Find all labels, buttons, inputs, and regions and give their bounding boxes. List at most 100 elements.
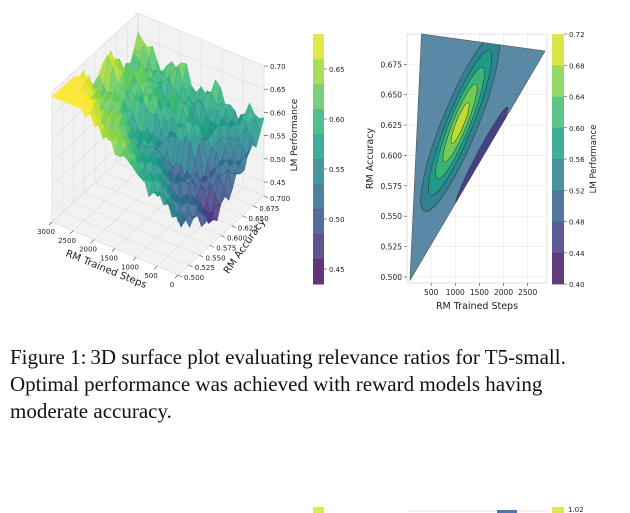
z-tick-label: 0.70 (270, 63, 286, 71)
colorbar-swatch (313, 34, 324, 60)
colorbar-tick-label: 0.60 (329, 116, 345, 124)
gridline (62, 82, 189, 266)
colorbar-swatch (552, 190, 564, 222)
y-tick (263, 195, 269, 199)
y-axis-label: RM Accuracy (365, 128, 376, 190)
x-tick-label: 2500 (58, 237, 76, 245)
y-tick (242, 215, 247, 219)
colorbar-swatch (313, 184, 324, 210)
z-tick-label: 0.60 (270, 109, 286, 117)
colorbar-tick-label: 0.50 (329, 216, 345, 224)
colorbar-tick-label: 0.44 (569, 250, 585, 258)
colorbar-swatch (313, 234, 324, 260)
colorbar-tick-label: 0.48 (569, 219, 585, 227)
colorbar-tick-label: 0.60 (569, 125, 585, 133)
colorbar-swatch (313, 159, 324, 185)
y-tick-label: 0.525 (381, 243, 403, 252)
y-tick-label: 0.575 (381, 182, 403, 191)
colorbar-swatch (552, 34, 564, 66)
y-tick-label: 0.700 (270, 195, 290, 203)
contour-chart: 500 1000 1500 2000 2500 0.500 0.525 0.550 0.575 0… (365, 33, 548, 312)
y-tick-label: 0.650 (249, 215, 269, 223)
surface-patch (173, 202, 183, 224)
colorbar-swatch (552, 159, 564, 191)
next-colorbar-tick-label: 1.02 (568, 506, 584, 513)
z-axis-label: LM Performance (290, 98, 300, 171)
y-tick-label: 0.625 (238, 225, 258, 233)
y-tick (253, 205, 258, 209)
x-tick (69, 230, 74, 235)
x-tick-label: 2000 (79, 246, 97, 254)
y-tick-label: 0.550 (206, 254, 226, 262)
x-tick (90, 239, 95, 243)
z-tick-label: 0.45 (270, 179, 286, 187)
gridline (51, 12, 265, 93)
caption-text: 3D surface plot evaluating relevance rat… (10, 345, 566, 423)
figure-label: Figure 1: (10, 345, 87, 369)
x-tick-label: 1000 (121, 263, 139, 271)
y-tick (199, 254, 204, 258)
y-tick-label: 0.675 (259, 205, 279, 213)
x-tick-label: 1500 (100, 255, 118, 263)
z-tick-label: 0.65 (270, 86, 286, 94)
x-tick-label: 2000 (494, 288, 513, 297)
colorbar-tick-label: 0.52 (569, 187, 585, 195)
x-tick (132, 257, 137, 261)
colorbar-tick-label: 0.65 (329, 66, 345, 74)
y-tick-label: 0.525 (195, 264, 215, 272)
x-tick-label: 500 (144, 272, 157, 280)
y-tick-label: 0.625 (381, 121, 403, 130)
colorbar-tick-label: 0.64 (569, 94, 585, 102)
x-axis-label: RM Trained Steps (436, 301, 518, 312)
surface-3d-chart: 0.45 0.50 0.55 0.60 0.65 0.70 LM Performance 0.… (37, 12, 300, 291)
colorbar-swatch (313, 59, 324, 85)
contour-bands (420, 34, 509, 212)
y-tick (220, 235, 226, 238)
y-tick (231, 225, 236, 228)
contour-colorbar: 0.40 0.44 0.48 0.52 0.56 0.60 0.64 0.68 0.72 LM P… (552, 31, 599, 289)
x-tick (153, 265, 158, 270)
x-tick-label: 1000 (446, 288, 465, 297)
next-colorbar-top (313, 507, 324, 513)
x-tick-label: 0 (170, 281, 174, 289)
colorbar-swatch (313, 259, 324, 285)
y-tick-label: 0.550 (381, 212, 403, 221)
colorbar-swatch (313, 134, 324, 160)
y-tick-label: 0.575 (216, 244, 236, 252)
y-tick-label: 0.650 (381, 91, 403, 100)
z-tick-label: 0.50 (270, 156, 286, 164)
x-tick-label: 1500 (470, 288, 489, 297)
y-tick-label: 0.675 (381, 60, 403, 69)
colorbar-swatch (313, 209, 324, 235)
colorbar-tick-label: 0.40 (569, 281, 585, 289)
x-tick-label: 500 (424, 288, 439, 297)
y-tick (188, 264, 193, 268)
colorbar-tick-label: 0.68 (569, 62, 585, 70)
colorbar-swatch (552, 127, 564, 160)
x-tick (48, 221, 53, 226)
y-tick (177, 274, 183, 278)
colorbar-swatch (313, 84, 324, 110)
colorbar-tick-label: 0.55 (329, 166, 345, 174)
colorbar-swatch (552, 252, 564, 285)
z-tick-label: 0.55 (270, 133, 286, 141)
y-tick-label: 0.500 (184, 274, 204, 282)
x-tick-label: 3000 (37, 228, 55, 236)
x-tick-label: 2500 (518, 288, 537, 297)
y-tick-label: 0.500 (381, 273, 403, 282)
surface (51, 31, 265, 228)
next-figure-partial: 1.02 (313, 506, 584, 513)
colorbar-swatch (552, 221, 564, 254)
y-tick (210, 245, 215, 248)
colorbar-tick-label: 0.72 (569, 31, 585, 39)
surface-colorbar: 0.45 0.50 0.55 0.60 0.65 (313, 34, 345, 285)
next-colorbar2-top (552, 507, 564, 513)
colorbar-tick-label: 0.56 (569, 156, 585, 164)
next-plot-mark (497, 510, 517, 513)
y-tick-label: 0.600 (227, 235, 247, 243)
figure-caption: Figure 1: 3D surface plot evaluating rele… (10, 344, 622, 425)
x-tick (174, 274, 179, 279)
gridline (73, 72, 200, 256)
y-tick-label: 0.600 (381, 151, 403, 160)
